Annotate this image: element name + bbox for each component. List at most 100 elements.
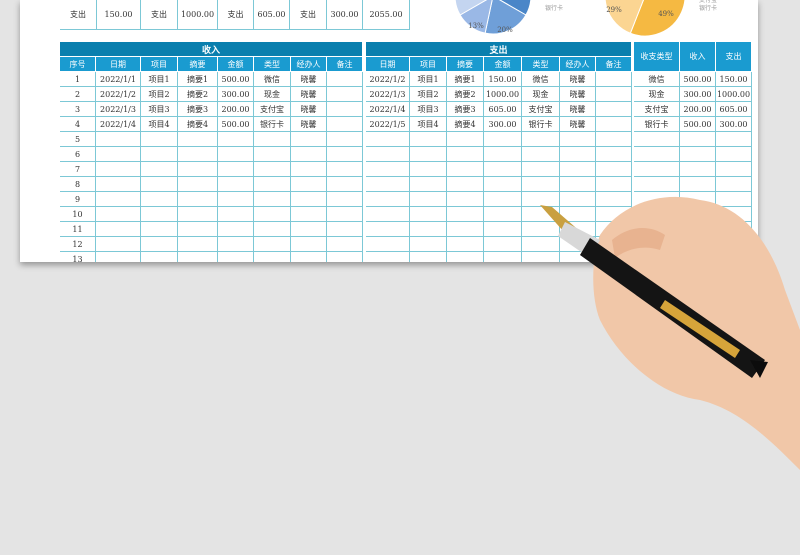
income-table-cell[interactable]: 2022/1/4 [96, 117, 141, 132]
income-column-header[interactable]: 项目 [141, 57, 178, 72]
expense-table-cell[interactable]: 晓馨 [560, 87, 596, 102]
type-summary-cell[interactable] [716, 162, 752, 177]
expense-table-cell[interactable] [522, 237, 560, 252]
income-table-cell[interactable] [141, 237, 178, 252]
income-table-cell[interactable]: 支付宝 [254, 102, 291, 117]
row-number-cell[interactable]: 6 [60, 147, 96, 162]
income-table-cell[interactable] [178, 192, 218, 207]
expense-table-cell[interactable] [447, 147, 484, 162]
income-table-cell[interactable] [218, 207, 254, 222]
expense-table-cell[interactable] [596, 162, 632, 177]
type-summary-cell[interactable] [634, 147, 680, 162]
row-number-cell[interactable]: 1 [60, 72, 96, 87]
expense-table-cell[interactable] [522, 252, 560, 262]
income-column-header[interactable]: 经办人 [291, 57, 327, 72]
expense-table-cell[interactable] [366, 237, 410, 252]
type-summary-cell[interactable] [634, 162, 680, 177]
row-number-cell[interactable]: 12 [60, 237, 96, 252]
expense-table-cell[interactable] [366, 177, 410, 192]
income-table-cell[interactable] [141, 192, 178, 207]
expense-table-cell[interactable] [484, 237, 522, 252]
expense-column-header[interactable]: 类型 [522, 57, 560, 72]
type-summary-cell[interactable] [680, 147, 716, 162]
income-table-cell[interactable] [291, 162, 327, 177]
expense-table-cell[interactable]: 2022/1/3 [366, 87, 410, 102]
income-table-cell[interactable] [218, 162, 254, 177]
income-table-cell[interactable]: 项目1 [141, 72, 178, 87]
income-table-cell[interactable] [327, 177, 363, 192]
expense-table-cell[interactable] [366, 132, 410, 147]
expense-table-cell[interactable]: 摘要2 [447, 87, 484, 102]
summary-cell[interactable]: 支出 [60, 0, 97, 30]
expense-table-cell[interactable] [410, 147, 447, 162]
income-table-cell[interactable]: 现金 [254, 87, 291, 102]
expense-table-cell[interactable] [447, 207, 484, 222]
income-table-cell[interactable]: 摘要4 [178, 117, 218, 132]
expense-table-cell[interactable]: 300.00 [484, 117, 522, 132]
income-table-cell[interactable] [327, 192, 363, 207]
income-table-cell[interactable] [141, 252, 178, 262]
summary-cell[interactable]: 支出 [141, 0, 178, 30]
income-section-title[interactable]: 收入 [60, 42, 363, 57]
income-table-cell[interactable] [178, 147, 218, 162]
income-table-cell[interactable] [178, 222, 218, 237]
row-number-cell[interactable]: 8 [60, 177, 96, 192]
row-number-cell[interactable]: 13 [60, 252, 96, 262]
income-table-cell[interactable]: 200.00 [218, 102, 254, 117]
income-table-cell[interactable] [96, 132, 141, 147]
income-table-cell[interactable] [218, 222, 254, 237]
expense-table-cell[interactable] [560, 207, 596, 222]
income-table-cell[interactable]: 银行卡 [254, 117, 291, 132]
income-column-header[interactable]: 日期 [96, 57, 141, 72]
expense-table-cell[interactable] [484, 147, 522, 162]
income-column-header[interactable]: 摘要 [178, 57, 218, 72]
expense-table-cell[interactable] [484, 252, 522, 262]
expense-table-cell[interactable]: 2022/1/4 [366, 102, 410, 117]
expense-table-cell[interactable] [596, 72, 632, 87]
row-number-cell[interactable]: 7 [60, 162, 96, 177]
row-number-cell[interactable]: 4 [60, 117, 96, 132]
expense-table-cell[interactable] [410, 252, 447, 262]
income-column-header[interactable]: 金额 [218, 57, 254, 72]
income-table-cell[interactable] [254, 237, 291, 252]
income-table-cell[interactable] [178, 177, 218, 192]
expense-table-cell[interactable] [596, 192, 632, 207]
type-summary-cell[interactable]: 现金 [634, 87, 680, 102]
expense-table-cell[interactable] [447, 237, 484, 252]
income-table-cell[interactable] [291, 252, 327, 262]
expense-table-cell[interactable] [366, 147, 410, 162]
expense-table-cell[interactable] [522, 192, 560, 207]
income-table-cell[interactable]: 晓馨 [291, 87, 327, 102]
income-table-cell[interactable] [96, 207, 141, 222]
income-table-cell[interactable] [218, 252, 254, 262]
income-table-cell[interactable] [327, 162, 363, 177]
income-table-cell[interactable]: 项目2 [141, 87, 178, 102]
income-table-cell[interactable] [96, 147, 141, 162]
income-table-cell[interactable] [254, 162, 291, 177]
type-summary-cell[interactable] [680, 177, 716, 192]
expense-table-cell[interactable] [366, 192, 410, 207]
income-table-cell[interactable]: 摘要2 [178, 87, 218, 102]
expense-table-cell[interactable]: 现金 [522, 87, 560, 102]
summary-cell[interactable]: 支出 [218, 0, 254, 30]
expense-table-cell[interactable] [447, 252, 484, 262]
expense-section-title[interactable]: 支出 [366, 42, 632, 57]
income-table-cell[interactable] [178, 207, 218, 222]
type-summary-cell[interactable] [716, 132, 752, 147]
expense-table-cell[interactable] [410, 177, 447, 192]
expense-column-header[interactable]: 项目 [410, 57, 447, 72]
expense-table-cell[interactable] [522, 147, 560, 162]
expense-table-cell[interactable] [366, 252, 410, 262]
income-table-cell[interactable] [254, 222, 291, 237]
income-table-cell[interactable] [141, 177, 178, 192]
expense-table-cell[interactable] [366, 162, 410, 177]
expense-table-cell[interactable]: 项目2 [410, 87, 447, 102]
summary-cell[interactable]: 150.00 [97, 0, 141, 30]
expense-table-cell[interactable] [410, 237, 447, 252]
expense-table-cell[interactable] [596, 102, 632, 117]
expense-table-cell[interactable] [410, 132, 447, 147]
expense-table-cell[interactable] [447, 177, 484, 192]
expense-table-cell[interactable]: 微信 [522, 72, 560, 87]
income-table-cell[interactable] [141, 222, 178, 237]
income-table-cell[interactable] [218, 132, 254, 147]
